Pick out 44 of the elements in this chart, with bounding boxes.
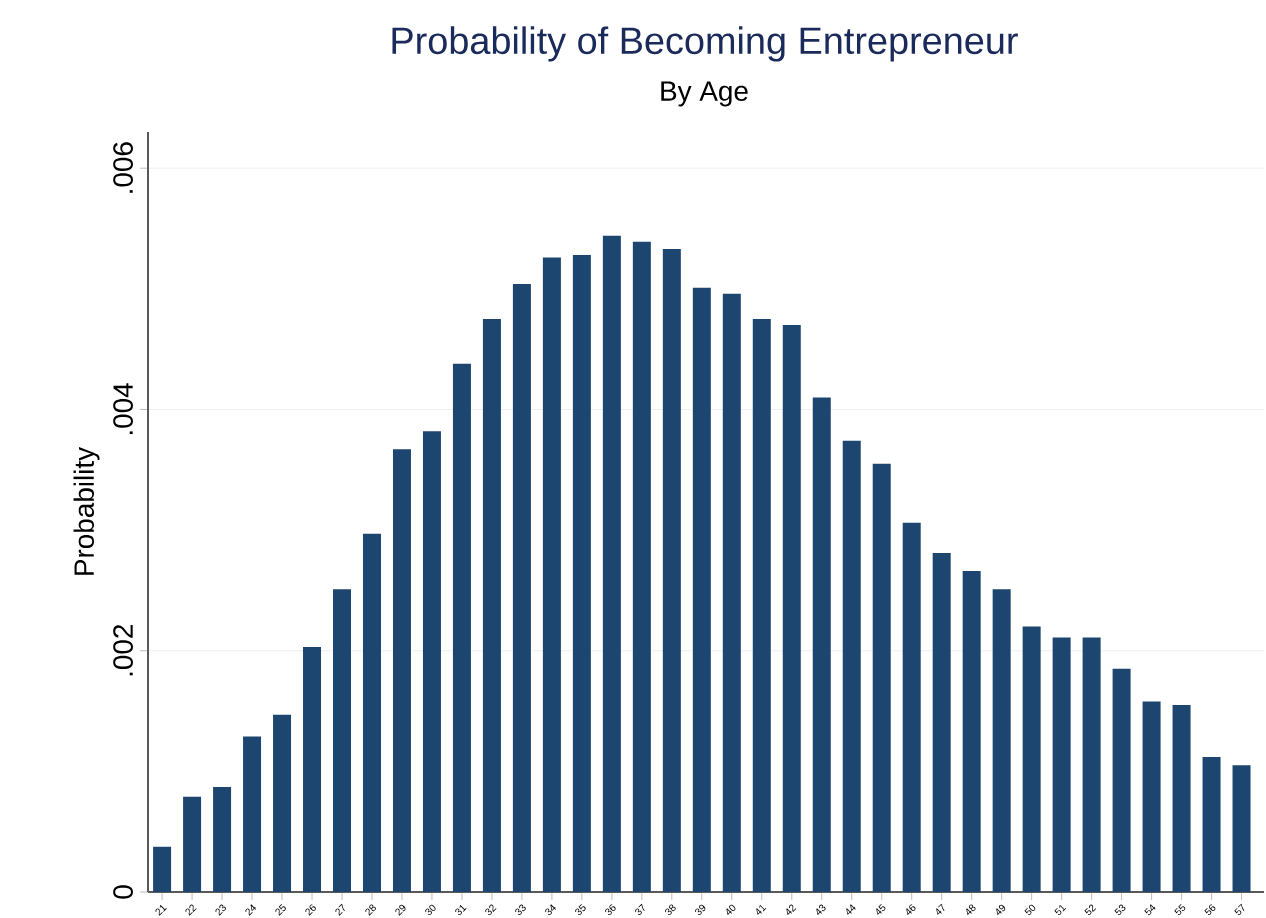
bar <box>542 257 561 892</box>
bar <box>153 846 172 892</box>
bar <box>422 431 441 892</box>
bar <box>333 589 351 892</box>
bar <box>1112 668 1131 892</box>
y-axis-title: Probability <box>73 446 100 575</box>
bar <box>1172 705 1191 892</box>
y-tick-label: 0 <box>113 885 133 899</box>
bar <box>1232 765 1251 892</box>
chart-subtitle: By Age <box>661 81 748 107</box>
bar <box>572 255 591 892</box>
bar <box>392 449 411 892</box>
bar <box>692 287 711 892</box>
chart-title: Probability of Becoming Entrepreneur <box>392 26 1018 62</box>
y-tick-label: .004 <box>113 383 133 435</box>
bar <box>1052 637 1071 892</box>
bar <box>662 249 681 892</box>
bar <box>962 571 981 892</box>
bar <box>183 796 202 892</box>
bar <box>482 318 501 892</box>
bar <box>752 318 771 892</box>
bar <box>632 241 651 892</box>
bar <box>902 522 921 892</box>
bar <box>992 589 1011 892</box>
bar <box>362 533 381 892</box>
bar <box>1202 756 1221 892</box>
bar <box>243 736 262 892</box>
bar <box>452 363 471 892</box>
y-tick-label: .006 <box>113 142 133 193</box>
bar <box>1082 637 1101 892</box>
bar <box>932 553 951 892</box>
bar <box>842 440 861 892</box>
bar <box>812 397 831 892</box>
bar <box>1142 701 1161 892</box>
y-tick-label: .002 <box>113 624 133 676</box>
bar <box>213 787 232 892</box>
bar <box>512 284 531 892</box>
bar <box>602 235 621 892</box>
bar <box>872 463 891 892</box>
bar <box>1022 626 1041 892</box>
bar <box>722 293 741 892</box>
bar <box>782 325 801 892</box>
bar <box>303 647 322 892</box>
bar <box>273 714 292 892</box>
